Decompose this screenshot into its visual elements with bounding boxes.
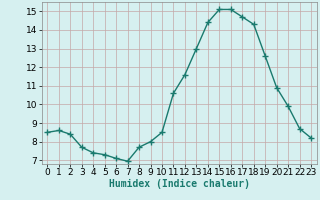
- X-axis label: Humidex (Indice chaleur): Humidex (Indice chaleur): [109, 179, 250, 189]
